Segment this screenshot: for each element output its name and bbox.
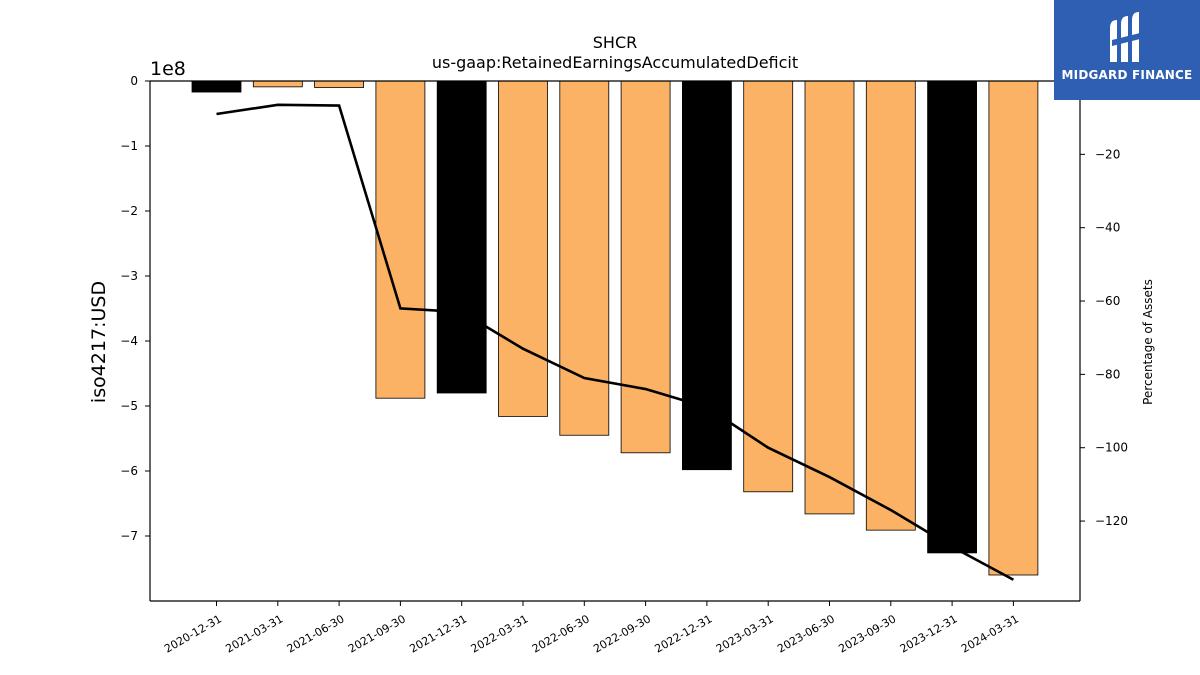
y-tick-label: −2 (120, 204, 138, 218)
bar (865, 80, 916, 531)
x-tick-label: 2023-09-30 (836, 612, 898, 655)
logo-text: MIDGARD FINANCE (1061, 68, 1193, 82)
y2-tick-label: −40 (1095, 221, 1120, 235)
bar (559, 80, 610, 436)
bar (988, 80, 1039, 576)
x-tick-label: 2022-09-30 (591, 612, 653, 655)
x-tick-label: 2023-12-31 (898, 612, 960, 655)
x-tick-label: 2021-12-31 (407, 612, 469, 655)
series-line (216, 103, 1015, 581)
x-tick-label: 2021-09-30 (346, 612, 408, 655)
x-tick-label: 2022-03-31 (469, 612, 531, 655)
bar (375, 80, 426, 399)
bars-group (191, 80, 1039, 576)
midgard-logo-icon (1110, 12, 1144, 62)
y2-tick-label: −60 (1095, 294, 1120, 308)
y-tick-label: −5 (120, 399, 138, 413)
x-tick-label: 2020-12-31 (162, 612, 224, 655)
bar (252, 80, 303, 88)
bar (804, 80, 855, 515)
y-tick-label: −6 (120, 464, 138, 478)
y2-tick-label: −80 (1095, 367, 1120, 381)
bar (927, 80, 977, 554)
y2-axis-label: Percentage of Assets (1141, 279, 1155, 405)
y2-tick-label: −100 (1095, 441, 1128, 455)
y-tick-label: −7 (120, 529, 138, 543)
bar (743, 80, 794, 493)
y-tick-label: −4 (120, 334, 138, 348)
y-tick-label: −3 (120, 269, 138, 283)
midgard-finance-logo: MIDGARD FINANCE (1054, 0, 1200, 100)
x-tick-label: 2023-06-30 (775, 612, 837, 655)
y-tick-label: 0 (130, 74, 138, 88)
bar (314, 80, 365, 88)
x-tick-label: 2024-03-31 (959, 612, 1021, 655)
x-tick-label: 2022-12-31 (653, 612, 715, 655)
x-tick-label: 2022-06-30 (530, 612, 592, 655)
chart-subtitle: us-gaap:RetainedEarningsAccumulatedDefic… (432, 53, 798, 72)
x-tick-label: 2021-03-31 (223, 612, 285, 655)
chart-title: SHCR (593, 33, 637, 52)
line-group (216, 103, 1015, 581)
y2-tick-label: −120 (1095, 514, 1128, 528)
bar (620, 80, 671, 454)
x-tick-label: 2021-06-30 (285, 612, 347, 655)
y-offset-label: 1e8 (150, 58, 186, 80)
bar (498, 80, 548, 417)
x-tick-label: 2023-03-31 (714, 612, 776, 655)
bar (436, 80, 487, 394)
y-axis-label: iso4217:USD (88, 281, 110, 403)
y2-tick-label: −20 (1095, 147, 1120, 161)
y-tick-label: −1 (120, 139, 138, 153)
bar (682, 80, 732, 471)
bar (191, 80, 242, 93)
